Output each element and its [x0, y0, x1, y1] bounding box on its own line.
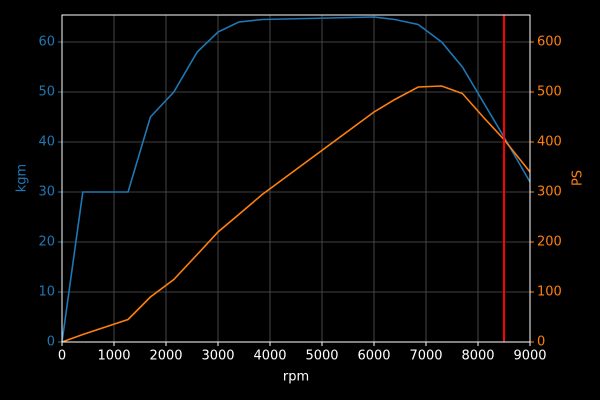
y-tick-label: 10: [38, 285, 55, 300]
y-axis-label: kgm: [15, 164, 30, 192]
x-tick-label: 0: [58, 349, 66, 364]
y2-tick-label: 200: [537, 235, 562, 250]
y-tick-label: 60: [38, 35, 55, 50]
x-tick-label: 1000: [97, 349, 130, 364]
x-tick-label: 6000: [357, 349, 390, 364]
y-tick-label: 50: [38, 85, 55, 100]
y2-tick-label: 400: [537, 135, 562, 150]
x-tick-label: 5000: [305, 349, 338, 364]
x-tick-label: 2000: [149, 349, 182, 364]
data-line: [61, 16, 531, 343]
y2-tick-label: 300: [537, 185, 562, 200]
data-line: [61, 85, 531, 343]
x-axis-label: rpm: [283, 370, 309, 385]
y-tick-label: 30: [38, 185, 55, 200]
x-tick-label: 8000: [461, 349, 494, 364]
x-tick-label: 7000: [409, 349, 442, 364]
y2-tick-label: 100: [537, 285, 562, 300]
y2-tick-label: 500: [537, 85, 562, 100]
y2-tick-label: 600: [537, 35, 562, 50]
y2-axis-label: PS: [571, 170, 586, 186]
x-tick-label: 9000: [513, 349, 546, 364]
y-tick-label: 20: [38, 235, 55, 250]
y-tick-label: 40: [38, 135, 55, 150]
y-tick-label: 0: [47, 335, 55, 350]
x-tick-label: 3000: [201, 349, 234, 364]
x-tick-label: 4000: [253, 349, 286, 364]
y2-tick-label: 0: [537, 335, 545, 350]
plot-frame: [61, 14, 531, 343]
